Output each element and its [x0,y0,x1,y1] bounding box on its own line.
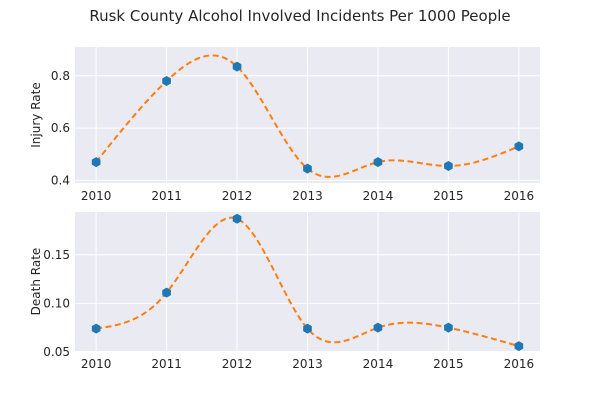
injury-rate-panel: 2010 2011 2012 2013 2014 2015 2016 0.4 0.6 0.8 Inj… [29,47,540,203]
injury-x-tick-label: 2011 [151,189,182,203]
death-y-tick-label: 0.15 [43,248,70,262]
death-data-point [444,322,453,333]
injury-data-point [514,141,524,152]
death-y-tick-label: 0.05 [43,345,70,359]
injury-x-tick-label: 2016 [504,189,535,203]
injury-data-point [162,76,171,86]
injury-x-tick-label: 2010 [81,189,112,203]
injury-y-tick-label: 0.6 [51,121,70,135]
death-data-point [162,287,171,298]
death-y-axis-label: Death Rate [29,248,43,316]
death-y-tick-label: 0.10 [43,296,70,310]
injury-x-tick-label: 2015 [433,189,464,203]
injury-y-tick-label: 0.4 [51,173,70,187]
injury-data-point [444,161,453,171]
injury-data-point [373,157,383,168]
injury-x-tick-label: 2014 [363,189,394,203]
injury-data-point [303,163,312,174]
death-rate-panel: 2010 2011 2012 2013 2014 2015 2016 0.05 0.10 0.15… [29,212,540,371]
death-x-tick-label: 2015 [433,357,464,371]
death-x-tick-label: 2016 [504,357,535,371]
death-x-tick-label: 2014 [363,357,394,371]
death-data-point [91,323,101,334]
injury-x-tick-label: 2012 [222,189,253,203]
injury-data-point [91,157,101,168]
death-data-point [303,323,312,334]
death-x-tick-label: 2013 [292,357,323,371]
injury-x-tick-label: 2013 [292,189,323,203]
injury-y-tick-label: 0.8 [51,69,70,83]
death-x-tick-label: 2012 [222,357,253,371]
chart-title: Rusk County Alcohol Involved Incidents P… [89,7,510,25]
injury-y-axis-label: Injury Rate [29,82,43,147]
death-x-tick-label: 2011 [151,357,182,371]
death-data-point [514,341,524,352]
injury-data-point [232,61,242,72]
death-data-point [232,213,242,224]
death-x-tick-label: 2010 [81,357,112,371]
death-data-point [373,322,383,333]
